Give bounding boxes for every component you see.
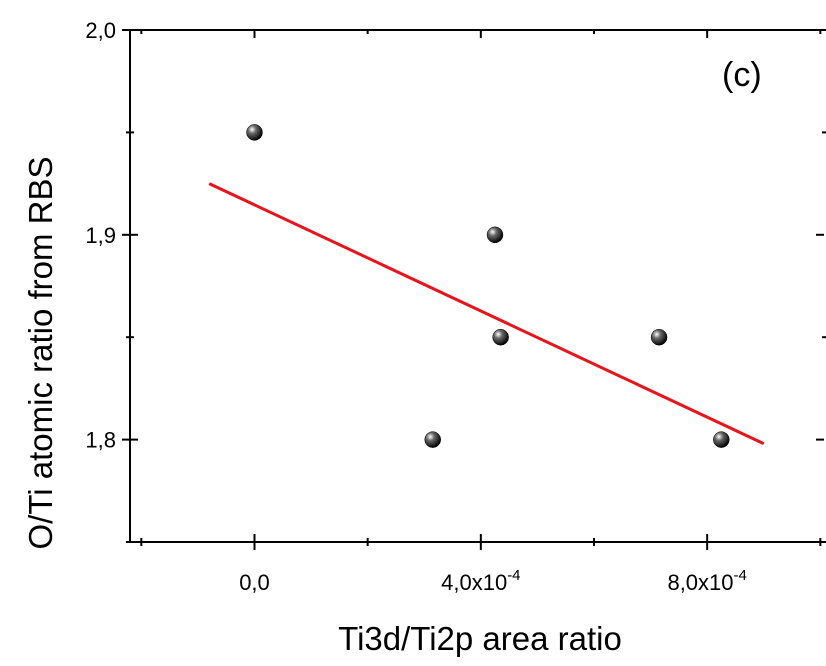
- axes: [122, 29, 826, 550]
- data-point: [486, 226, 504, 244]
- x-axis-title: Ti3d/Ti2p area ratio: [338, 620, 622, 657]
- data-point: [246, 124, 263, 141]
- y-tick-label: 1,9: [85, 223, 116, 248]
- data-points: [246, 124, 730, 448]
- y-tick-label: 2,0: [85, 18, 116, 43]
- y-tick-label: 1,8: [85, 428, 116, 453]
- data-point: [492, 328, 509, 346]
- data-point: [424, 431, 441, 448]
- fit-line-group: [208, 182, 765, 446]
- x-tick-label: 0,0: [239, 570, 270, 595]
- data-point: [713, 431, 730, 448]
- panel-label: (c): [722, 56, 762, 94]
- x-tick-label: 8,0x10-4: [667, 567, 746, 595]
- fit-line: [208, 182, 765, 446]
- axis-labels: 2,0 1,9 1,8 0,0 4,0x10-4 8,0x10-4: [85, 18, 746, 595]
- x-tick-label: 4,0x10-4: [441, 567, 520, 595]
- y-axis-title: O/Ti atomic ratio from RBS: [22, 156, 59, 549]
- data-point: [650, 328, 668, 346]
